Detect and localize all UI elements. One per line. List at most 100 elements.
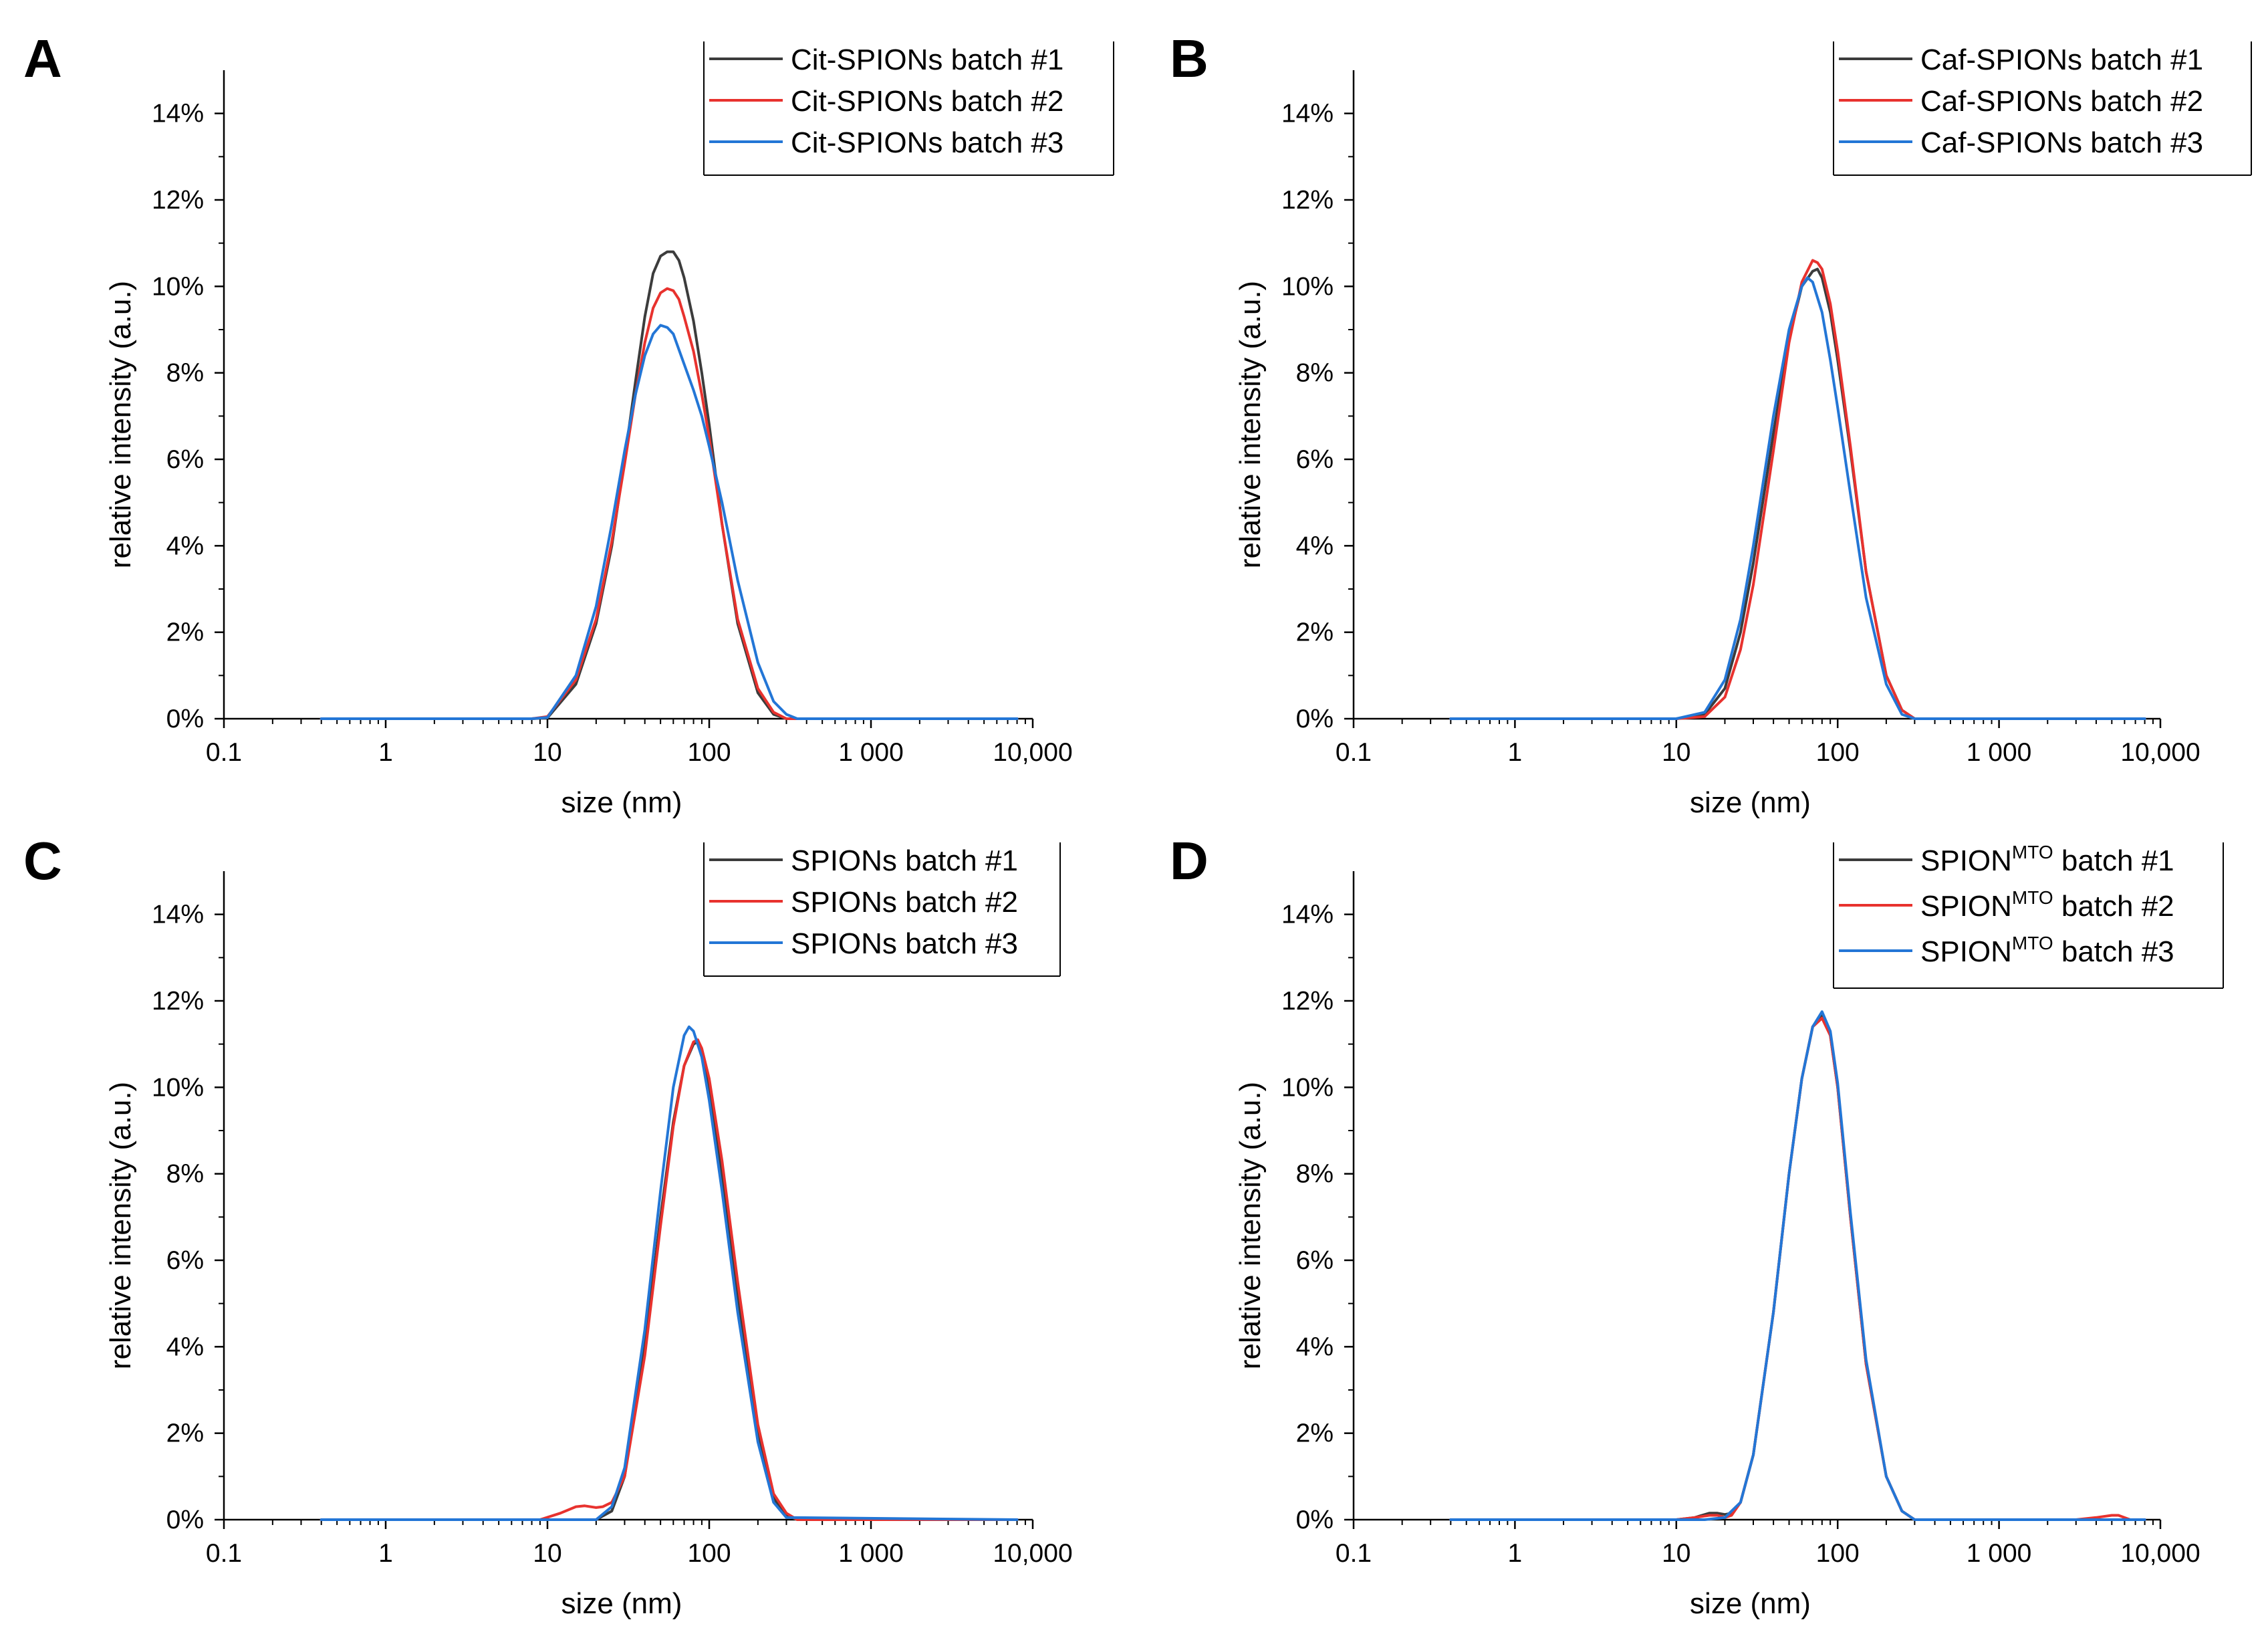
x-tick-label: 1 000 xyxy=(838,738,904,767)
series-line-batch-3 xyxy=(320,324,1019,720)
y-tick-label: 0% xyxy=(1296,1506,1334,1534)
legend-label-batch-2: Cit-SPIONs batch #2 xyxy=(791,85,1063,118)
legend-box xyxy=(1834,842,2223,988)
y-tick-label: 0% xyxy=(166,705,204,733)
y-tick-label: 6% xyxy=(166,445,204,474)
y-tick-label: 14% xyxy=(152,100,204,128)
y-tick-label: 12% xyxy=(152,186,204,215)
y-tick-label: 10% xyxy=(152,272,204,301)
panel-letter: A xyxy=(23,29,62,88)
legend-label-batch-1: Caf-SPIONs batch #1 xyxy=(1920,43,2203,76)
x-tick-label: 10 xyxy=(1662,738,1690,767)
y-tick-label: 8% xyxy=(1296,1160,1334,1189)
y-tick-label: 10% xyxy=(152,1073,204,1102)
series-line-batch-2 xyxy=(320,287,1019,720)
legend: SPIONs batch #1 SPIONs batch #2 SPIONs bat… xyxy=(703,842,1061,977)
legend-label-batch-3: SPIONs batch #3 xyxy=(791,927,1018,960)
x-tick-label: 1 000 xyxy=(838,1539,904,1568)
series-line-batch-3 xyxy=(1449,276,2146,720)
y-tick-label: 4% xyxy=(1296,532,1334,560)
x-tick-label: 1 000 xyxy=(1967,1539,2032,1568)
series-line-batch-3 xyxy=(320,1025,1019,1521)
y-tick-label: 8% xyxy=(1296,359,1334,388)
legend-label-batch-1: Cit-SPIONs batch #1 xyxy=(791,43,1063,76)
panel-c: C 0% 2% 4% 6% 8% 10% 12% 14% 0.1 1 10 100 1 000 10,000… xyxy=(23,831,1073,1620)
y-tick-label: 12% xyxy=(1281,186,1334,215)
x-axis-title: size (nm) xyxy=(561,786,682,819)
x-tick-label: 10,000 xyxy=(2120,1539,2200,1568)
x-tick-label: 1 000 xyxy=(1967,738,2032,767)
legend-label-batch-3: Caf-SPIONs batch #3 xyxy=(1920,126,2203,159)
panel-letter: D xyxy=(1170,831,1209,891)
legend: SPIONMTO batch #1 SPIONMTO batch #2 SPIONM… xyxy=(1833,842,2224,989)
y-tick-label: 14% xyxy=(1281,100,1334,128)
panel-a: A 0% 2% 4% 6% 8% 10% 12% 14% 0.1 1 10 100 1 000 10,000… xyxy=(23,29,1114,819)
x-axis-title: size (nm) xyxy=(1690,786,1811,819)
legend: Caf-SPIONs batch #1 Caf-SPIONs batch #2 Ca… xyxy=(1833,41,2252,176)
legend-label-batch-1: SPIONMTO batch #1 xyxy=(1920,842,2174,877)
y-axis-title: relative intensity (a.u.) xyxy=(1234,281,1267,568)
y-axis-title: relative intensity (a.u.) xyxy=(1234,1082,1267,1369)
panel-letter: B xyxy=(1170,29,1209,88)
x-tick-label: 1 xyxy=(378,738,393,767)
x-axis-title: size (nm) xyxy=(561,1587,682,1620)
y-tick-label: 6% xyxy=(166,1246,204,1275)
x-tick-label: 10 xyxy=(533,738,561,767)
y-tick-label: 10% xyxy=(1281,1073,1334,1102)
legend-label-batch-1: SPIONs batch #1 xyxy=(791,844,1018,877)
y-tick-label: 12% xyxy=(1281,987,1334,1016)
y-tick-label: 8% xyxy=(166,359,204,388)
y-axis-title: relative intensity (a.u.) xyxy=(104,281,137,568)
y-tick-label: 2% xyxy=(166,1419,204,1448)
x-tick-label: 1 xyxy=(378,1539,393,1568)
x-tick-label: 0.1 xyxy=(206,1539,242,1568)
series-line-batch-2 xyxy=(320,1038,1019,1521)
x-tick-label: 10,000 xyxy=(993,1539,1072,1568)
legend-box xyxy=(704,41,1114,175)
legend-label-batch-3: Cit-SPIONs batch #3 xyxy=(791,126,1063,159)
y-tick-label: 12% xyxy=(152,987,204,1016)
series-line-batch-3 xyxy=(1449,1010,2146,1521)
panel-letter: C xyxy=(23,831,62,891)
y-tick-label: 0% xyxy=(1296,705,1334,733)
y-tick-label: 10% xyxy=(1281,272,1334,301)
x-tick-label: 0.1 xyxy=(206,738,242,767)
panel-d: D 0% 2% 4% 6% 8% 10% 12% 14% 0.1 1 10 100 1 000 10,000… xyxy=(1170,831,2224,1620)
y-tick-label: 6% xyxy=(1296,445,1334,474)
legend-label-batch-2: Caf-SPIONs batch #2 xyxy=(1920,85,2203,118)
y-tick-label: 4% xyxy=(166,532,204,560)
legend: Cit-SPIONs batch #1 Cit-SPIONs batch #2 Ci… xyxy=(703,41,1114,176)
y-tick-label: 14% xyxy=(1281,901,1334,929)
legend-label-batch-2: SPIONMTO batch #2 xyxy=(1920,887,2174,923)
y-tick-label: 2% xyxy=(1296,1419,1334,1448)
x-axis-title: size (nm) xyxy=(1690,1587,1811,1620)
legend-label-batch-3: SPIONMTO batch #3 xyxy=(1920,933,2174,968)
legend-box xyxy=(1834,41,2251,175)
y-tick-label: 14% xyxy=(152,901,204,929)
x-tick-label: 0.1 xyxy=(1336,1539,1372,1568)
panels: A0%2%4%6%8%10%12%14%0.1 1 10 100 1 000 10,000… xyxy=(23,29,2252,1620)
legend-label-batch-2: SPIONs batch #2 xyxy=(791,886,1018,919)
x-tick-label: 1 xyxy=(1508,1539,1523,1568)
y-tick-label: 8% xyxy=(166,1160,204,1189)
legend-box xyxy=(704,842,1060,976)
x-tick-label: 1 xyxy=(1508,738,1523,767)
series-line-batch-2 xyxy=(1449,1016,2146,1521)
x-tick-label: 0.1 xyxy=(1336,738,1372,767)
x-tick-label: 10 xyxy=(533,1539,561,1568)
x-tick-label: 100 xyxy=(1816,738,1860,767)
x-tick-label: 100 xyxy=(1816,1539,1860,1568)
y-axis-title: relative intensity (a.u.) xyxy=(104,1082,137,1369)
y-tick-label: 4% xyxy=(166,1332,204,1361)
x-tick-label: 10,000 xyxy=(2120,738,2200,767)
panel-b: B 0% 2% 4% 6% 8% 10% 12% 14% 0.1 1 10 100 1 000 10,000… xyxy=(1170,29,2252,819)
y-tick-label: 2% xyxy=(166,618,204,647)
x-tick-label: 10,000 xyxy=(993,738,1072,767)
y-tick-label: 2% xyxy=(1296,618,1334,647)
y-tick-label: 6% xyxy=(1296,1246,1334,1275)
x-tick-label: 10 xyxy=(1662,1539,1690,1568)
x-tick-label: 100 xyxy=(687,738,731,767)
series-line-batch-2 xyxy=(1449,259,2146,720)
